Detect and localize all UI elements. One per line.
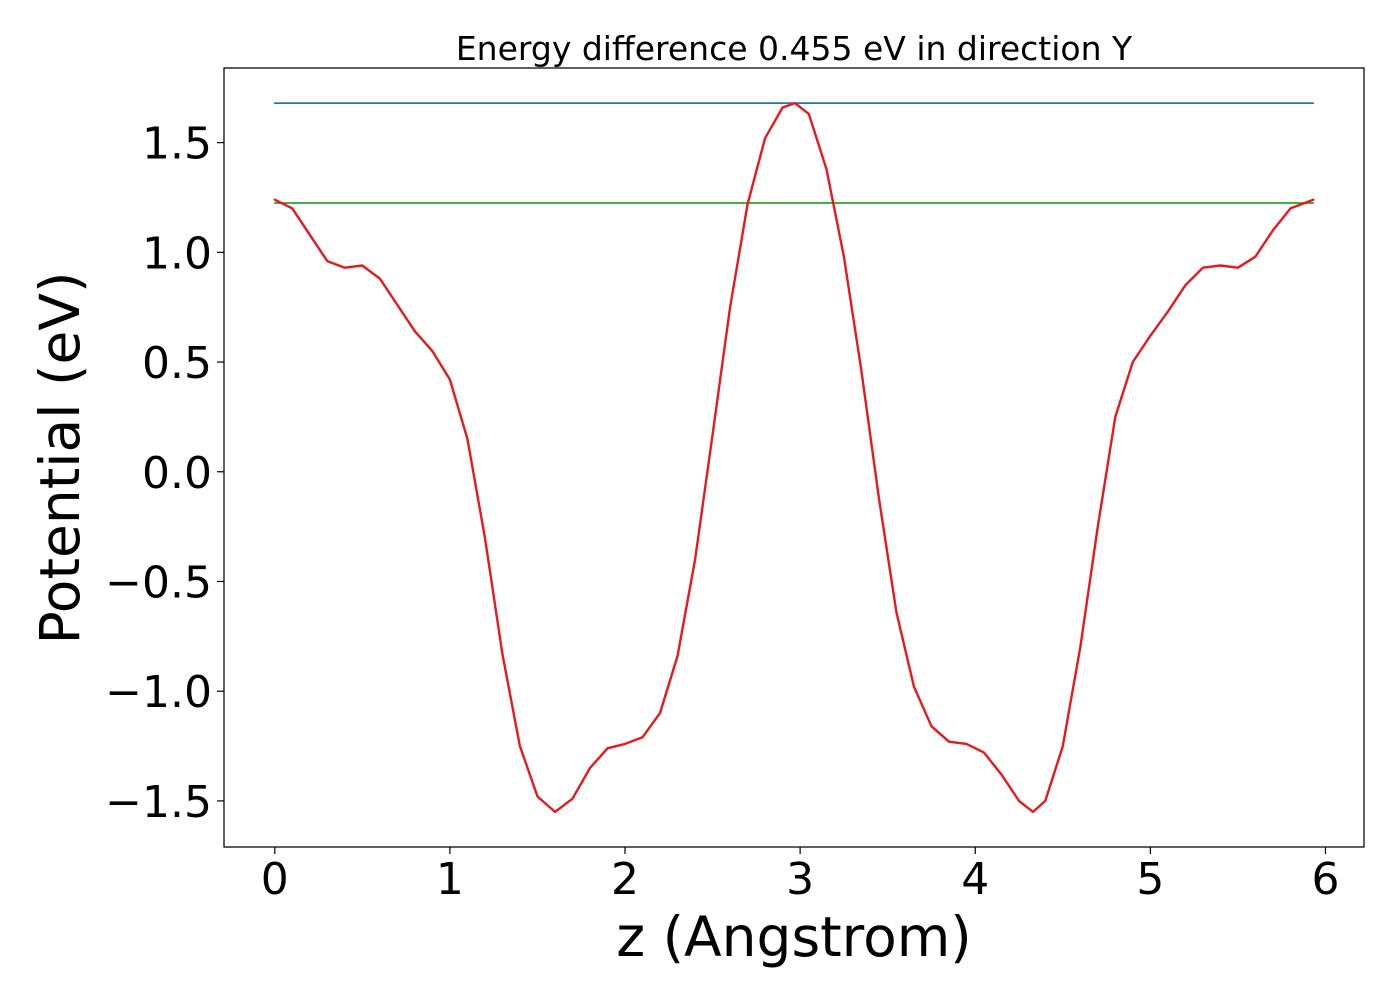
x-axis: 0 1 2 3 4 5 6 [261,847,1339,905]
y-tick-label: 1.0 [142,228,212,279]
y-tick-label: 0.5 [142,338,212,389]
y-axis-label: Potential (eV) [28,272,92,645]
x-tick-label: 5 [1136,854,1164,905]
y-tick-label: −1.0 [105,667,212,718]
series-line-3 [273,101,1315,814]
x-tick-label: 0 [261,854,289,905]
y-tick-label: 1.5 [142,119,212,170]
plot-frame [223,67,1365,848]
x-tick-label: 4 [961,854,989,905]
x-tick-label: 3 [786,854,814,905]
x-tick-label: 6 [1311,854,1339,905]
y-axis: 1.5 1.0 0.5 0.0 −0.5 −1.0 −1.5 [105,119,224,828]
x-axis-label: z (Angstrom) [616,905,972,969]
x-tick-label: 1 [436,854,464,905]
y-tick-label: 0.0 [142,448,212,499]
plot-area [273,101,1315,814]
y-tick-label: −0.5 [105,557,212,608]
y-tick-label: −1.5 [105,777,212,828]
x-tick-label: 2 [611,854,639,905]
chart-title: Energy difference 0.455 eV in direction … [456,29,1133,68]
